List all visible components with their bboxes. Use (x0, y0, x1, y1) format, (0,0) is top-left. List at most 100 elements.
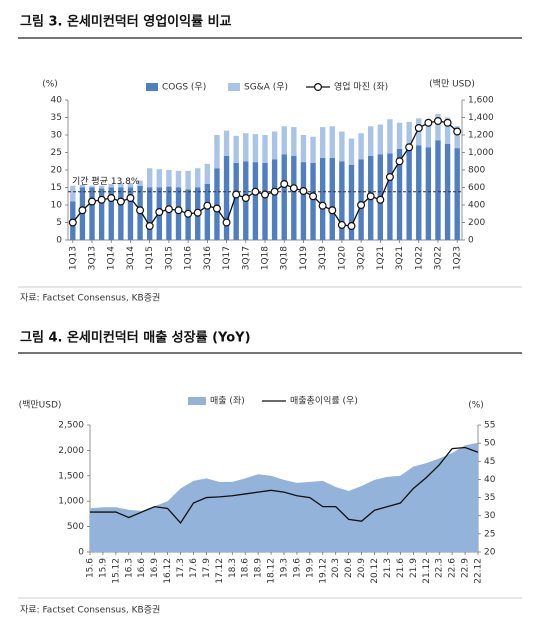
bar (127, 183, 134, 188)
line-marker (232, 190, 241, 199)
bar (368, 126, 374, 156)
x-tick-label: 18.9 (254, 558, 264, 578)
line-marker (203, 201, 212, 210)
bar (425, 121, 432, 148)
bar (300, 135, 307, 163)
legend-swatch (228, 83, 240, 91)
x-tick-label: 1Q14 (107, 246, 117, 271)
bar (252, 162, 259, 240)
bar (435, 114, 441, 141)
x-tick-label: 15.12 (111, 558, 121, 584)
x-tick-label: 16.9 (150, 558, 160, 578)
figure-title: 그림 3. 온세미컨덕터 영업이익률 비교 (20, 14, 232, 30)
bar (416, 145, 422, 240)
y2-axis-label: (%) (468, 401, 484, 411)
legend-swatch (188, 397, 206, 405)
x-tick-label: 3Q18 (280, 246, 290, 271)
bar (118, 183, 124, 188)
bar (348, 138, 355, 165)
x-tick-label: 22.12 (474, 558, 484, 584)
line-marker (357, 201, 366, 210)
bar (185, 170, 191, 190)
y-axis-label: (백만USD) (19, 400, 62, 411)
bar (300, 162, 307, 240)
legend-label: 영업 마진 (좌) (334, 82, 388, 93)
y2-tick-label: 400 (468, 201, 485, 211)
bar (98, 185, 105, 189)
bar (406, 148, 412, 240)
y-axis-label: (%) (42, 80, 58, 90)
y-tick-label: 5 (56, 218, 62, 228)
bar (118, 187, 124, 240)
y-tick-label: 0 (78, 548, 84, 558)
y2-tick-label: 1,000 (468, 148, 494, 158)
y-tick-label: 1,000 (58, 497, 84, 507)
bar (243, 133, 249, 162)
line-marker (261, 190, 270, 199)
bar (175, 170, 182, 188)
x-tick-label: 1Q21 (376, 246, 386, 270)
line-marker (309, 192, 318, 201)
line-marker (424, 118, 433, 127)
bar (89, 185, 95, 188)
bar (454, 126, 460, 149)
x-tick-label: 1Q15 (145, 246, 155, 270)
bar (223, 156, 230, 240)
x-tick-label: 16.12 (163, 558, 173, 584)
x-tick-label: 15.6 (86, 558, 96, 578)
bar (233, 163, 239, 240)
bar (223, 130, 230, 156)
bar (195, 168, 201, 188)
y-tick-label: 15 (51, 183, 62, 193)
x-tick-label: 17.3 (176, 558, 186, 578)
bar (214, 135, 220, 169)
y-tick-label: 40 (51, 96, 63, 106)
x-tick-label: 19.9 (305, 558, 315, 578)
x-tick-label: 3Q21 (395, 246, 405, 270)
y2-tick-label: 600 (468, 183, 485, 193)
bar (406, 121, 412, 149)
x-tick-label: 19.6 (292, 558, 302, 578)
x-tick-label: 22.3 (435, 558, 445, 578)
line-marker (433, 116, 442, 125)
y-tick-label: 35 (51, 113, 62, 123)
line-marker (174, 206, 183, 215)
bar (214, 168, 220, 240)
line-marker (337, 220, 346, 229)
line-marker (116, 197, 125, 206)
y2-tick-label: 1,600 (468, 96, 494, 106)
line-marker (289, 184, 298, 193)
bar (310, 136, 316, 163)
x-tick-label: 17.12 (215, 558, 225, 584)
bar (166, 170, 172, 187)
bar (79, 184, 86, 188)
line-marker (414, 123, 423, 132)
line-marker (318, 201, 327, 210)
y-tick-label: 2,500 (58, 421, 84, 431)
line-marker (222, 218, 231, 227)
bar (310, 163, 316, 240)
bar (396, 122, 403, 149)
x-tick-label: 18.3 (228, 558, 238, 578)
x-tick-label: 15.9 (98, 558, 108, 578)
bar (339, 131, 345, 162)
bar (348, 164, 355, 240)
bar (233, 135, 239, 163)
x-tick-label: 16.3 (124, 558, 134, 578)
bar (435, 140, 441, 240)
bar (329, 157, 335, 240)
x-tick-label: 1Q16 (184, 246, 194, 271)
x-tick-label: 21.3 (383, 558, 393, 578)
y-tick-label: 2,000 (58, 446, 84, 456)
area (90, 442, 478, 552)
y2-tick-label: 50 (484, 439, 496, 449)
y-tick-label: 20 (51, 166, 63, 176)
bar (146, 187, 153, 240)
x-tick-label: 20.3 (331, 558, 341, 578)
x-tick-label: 18.12 (267, 558, 277, 584)
x-tick-label: 20.9 (357, 558, 367, 578)
y2-tick-label: 45 (484, 457, 495, 467)
bar (329, 126, 335, 158)
line-marker (164, 205, 173, 214)
